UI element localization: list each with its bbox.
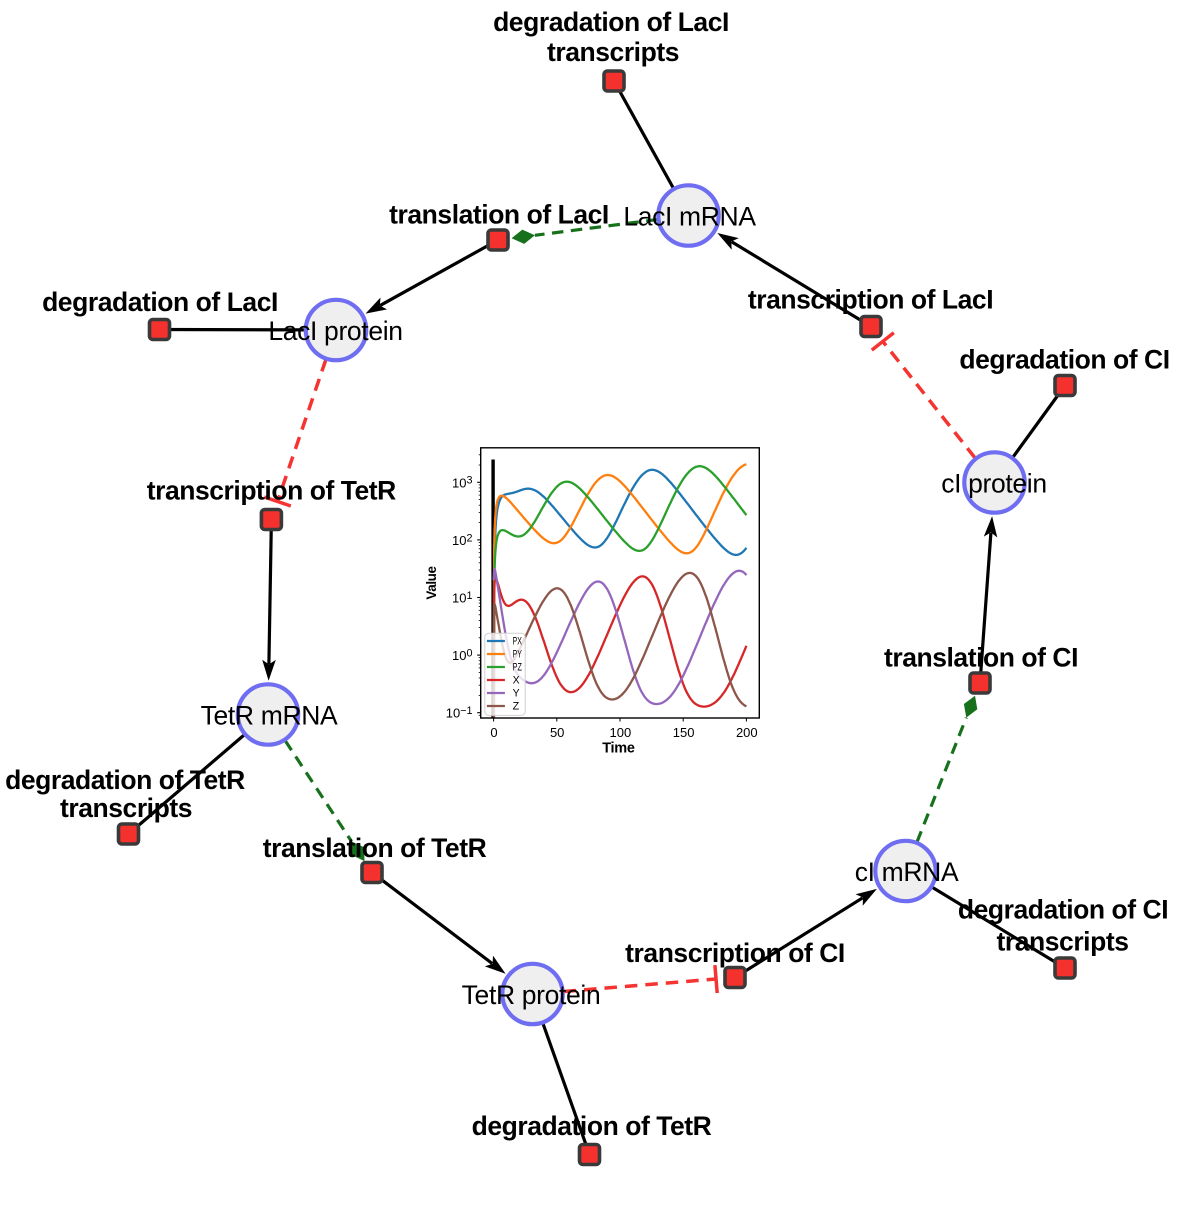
svg-text:Value: Value: [424, 565, 439, 599]
svg-text:degradation of TetR: degradation of TetR: [472, 1111, 712, 1141]
svg-text:translation of CI: translation of CI: [884, 643, 1078, 673]
svg-text:degradation of TetR: degradation of TetR: [5, 765, 245, 795]
svg-text:transcription of CI: transcription of CI: [625, 938, 845, 968]
svg-text:Time: Time: [602, 741, 635, 757]
svg-text:degradation of LacI: degradation of LacI: [493, 7, 729, 37]
svg-text:transcription of TetR: transcription of TetR: [147, 476, 396, 506]
svg-text:PX: PX: [513, 636, 522, 648]
svg-text:degradation of LacI: degradation of LacI: [42, 287, 278, 317]
svg-text:LacI protein: LacI protein: [268, 316, 402, 346]
svg-text:Z: Z: [513, 701, 520, 713]
svg-text:transcripts: transcripts: [996, 927, 1128, 957]
svg-text:degradation of CI: degradation of CI: [958, 895, 1168, 925]
svg-text:degradation of CI: degradation of CI: [959, 345, 1169, 375]
svg-text:translation of TetR: translation of TetR: [263, 833, 487, 863]
svg-text:PZ: PZ: [513, 662, 523, 674]
svg-text:X: X: [513, 675, 520, 687]
svg-text:100: 100: [610, 725, 632, 740]
svg-text:LacI mRNA: LacI mRNA: [623, 202, 756, 232]
svg-text:50: 50: [550, 725, 564, 740]
svg-text:transcripts: transcripts: [547, 37, 679, 67]
svg-text:Y: Y: [513, 688, 520, 700]
svg-text:transcripts: transcripts: [60, 793, 192, 823]
svg-text:TetR mRNA: TetR mRNA: [201, 701, 338, 731]
svg-text:TetR protein: TetR protein: [462, 980, 601, 1010]
svg-text:transcription of LacI: transcription of LacI: [748, 285, 993, 315]
svg-text:cI protein: cI protein: [941, 469, 1047, 499]
svg-text:PY: PY: [513, 649, 522, 661]
svg-text:cI mRNA: cI mRNA: [855, 857, 959, 887]
svg-text:translation of LacI: translation of LacI: [389, 199, 609, 229]
svg-text:0: 0: [490, 725, 497, 740]
svg-text:200: 200: [736, 725, 758, 740]
svg-text:150: 150: [673, 725, 695, 740]
